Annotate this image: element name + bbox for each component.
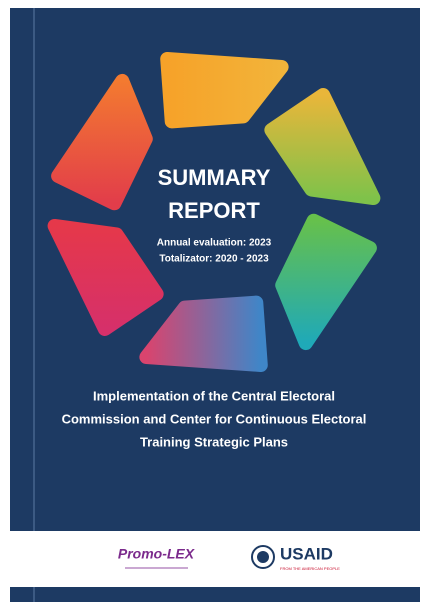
partner-band [10, 531, 420, 587]
usaid-seal-inner [257, 551, 269, 563]
title-line: REPORT [168, 198, 260, 223]
subtitle-line: Training Strategic Plans [140, 434, 288, 449]
page: SUMMARY REPORT Annual evaluation: 2023 T… [0, 0, 428, 608]
usaid-tagline: FROM THE AMERICAN PEOPLE [280, 566, 340, 571]
subtitle-line: Commission and Center for Continuous Ele… [62, 411, 367, 426]
period: Totalizator: 2020 - 2023 [159, 254, 269, 265]
promolex-logo: Promo-LEX [118, 546, 196, 562]
subtitle-line: Implementation of the Central Electoral [93, 388, 335, 403]
cover: SUMMARY REPORT Annual evaluation: 2023 T… [0, 0, 428, 608]
title-line: SUMMARY [158, 165, 271, 190]
period: Annual evaluation: 2023 [157, 238, 272, 249]
usaid-logo: USAID [280, 544, 333, 563]
